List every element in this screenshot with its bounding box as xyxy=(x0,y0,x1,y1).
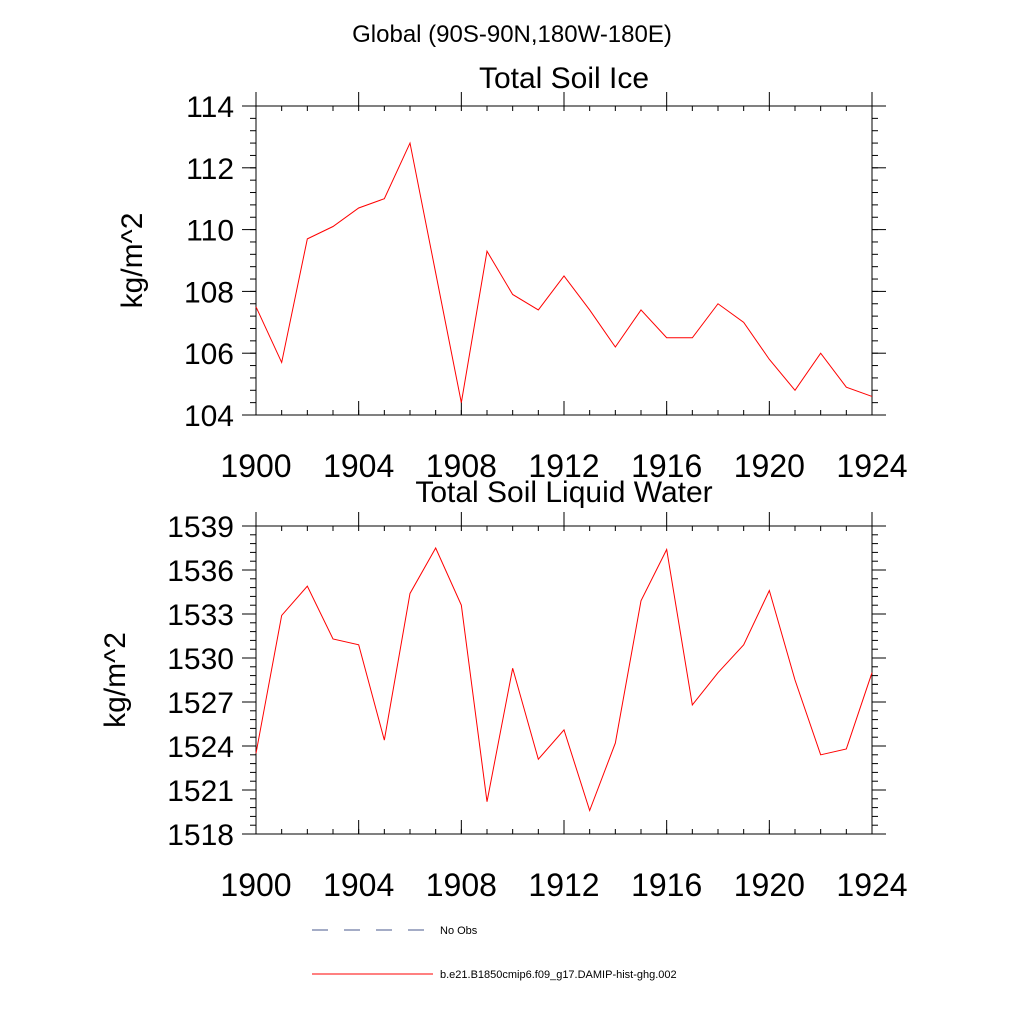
data-point xyxy=(383,739,385,741)
data-point xyxy=(717,303,719,305)
data-point xyxy=(820,754,822,756)
x-tick-label: 1912 xyxy=(528,448,599,484)
data-point xyxy=(820,352,822,354)
data-point xyxy=(666,548,668,550)
data-point xyxy=(845,748,847,750)
data-point xyxy=(255,306,257,308)
data-point xyxy=(691,337,693,339)
y-tick-label: 104 xyxy=(184,400,234,433)
x-tick-label: 1916 xyxy=(631,867,702,903)
data-point xyxy=(409,592,411,594)
data-point xyxy=(563,275,565,277)
data-point xyxy=(460,402,462,404)
data-point xyxy=(358,207,360,209)
x-tick-label: 1908 xyxy=(426,867,497,903)
y-tick-label: 1536 xyxy=(167,555,234,588)
series-line-1 xyxy=(255,141,873,403)
data-point xyxy=(743,321,745,323)
data-point xyxy=(435,547,437,549)
data-point xyxy=(768,590,770,592)
data-point xyxy=(409,142,411,144)
data-point xyxy=(332,638,334,640)
data-point xyxy=(589,309,591,311)
data-point xyxy=(563,729,565,731)
data-point xyxy=(332,226,334,228)
data-point xyxy=(512,667,514,669)
data-point xyxy=(640,309,642,311)
legend-label-no-obs: No Obs xyxy=(440,925,478,937)
data-point xyxy=(589,810,591,812)
data-point xyxy=(281,361,283,363)
y-tick-label: 1524 xyxy=(167,731,234,764)
data-point xyxy=(717,672,719,674)
x-tick-label: 1924 xyxy=(836,867,907,903)
data-point xyxy=(537,309,539,311)
data-point xyxy=(512,293,514,295)
x-tick-label: 1920 xyxy=(734,867,805,903)
x-tick-label: 1912 xyxy=(528,867,599,903)
data-point xyxy=(871,395,873,397)
x-tick-label: 1924 xyxy=(836,448,907,484)
data-point xyxy=(614,346,616,348)
data-point xyxy=(486,250,488,252)
data-point xyxy=(794,389,796,391)
x-tick-label: 1908 xyxy=(426,448,497,484)
data-point xyxy=(383,198,385,200)
y-tick-label: 1521 xyxy=(167,775,234,808)
data-point xyxy=(845,386,847,388)
data-point xyxy=(255,752,257,754)
y-tick-label: 1518 xyxy=(167,819,234,852)
data-point xyxy=(306,238,308,240)
data-point xyxy=(691,704,693,706)
x-tick-label: 1904 xyxy=(323,448,394,484)
plot-frame xyxy=(255,105,873,416)
data-point xyxy=(306,585,308,587)
chart-panel-1: 1900 1904 1908 1912 1916 1920 1924 104 106 108 110… xyxy=(116,62,908,484)
y-axis-label: kg/m^2 xyxy=(116,213,149,309)
data-point xyxy=(537,758,539,760)
y-tick-label: 1539 xyxy=(167,511,234,544)
series-line-1 xyxy=(255,546,873,813)
data-point xyxy=(871,672,873,674)
data-point xyxy=(358,644,360,646)
y-tick-label: 1533 xyxy=(167,599,234,632)
legend: No Obs b.e21.B1850cmip6.f09_g17.DAMIP-hi… xyxy=(312,925,677,981)
data-point xyxy=(743,644,745,646)
data-point xyxy=(794,679,796,681)
y-axis-label: kg/m^2 xyxy=(99,632,132,728)
x-tick-label: 1900 xyxy=(220,448,291,484)
data-point xyxy=(640,600,642,602)
x-tick-label: 1916 xyxy=(631,448,702,484)
figure-title: Global (90S-90N,180W-180E) xyxy=(352,21,672,48)
data-point xyxy=(768,358,770,360)
y-tick-label: 114 xyxy=(186,91,234,124)
x-tick-label: 1900 xyxy=(220,867,291,903)
x-tick-label: 1920 xyxy=(734,448,805,484)
x-tick-label: 1904 xyxy=(323,867,394,903)
data-point xyxy=(614,742,616,744)
data-point xyxy=(486,801,488,803)
y-tick-label: 1527 xyxy=(167,687,234,720)
legend-label-model: b.e21.B1850cmip6.f09_g17.DAMIP-hist-ghg.… xyxy=(440,969,677,981)
y-tick-label: 108 xyxy=(184,276,234,309)
chart-title: Total Soil Liquid Water xyxy=(415,476,712,509)
plot-frame xyxy=(255,525,873,835)
y-tick-label: 110 xyxy=(186,215,234,248)
data-point xyxy=(666,337,668,339)
chart-panel-2: 1900 1904 1908 1912 1916 1920 1924 1518 1521 1524… xyxy=(99,476,908,903)
chart-title: Total Soil Ice xyxy=(479,62,649,95)
y-tick-label: 106 xyxy=(184,338,234,371)
y-tick-label: 1530 xyxy=(167,643,234,676)
data-point xyxy=(460,604,462,606)
data-point xyxy=(435,272,437,274)
data-point xyxy=(281,614,283,616)
y-tick-label: 112 xyxy=(186,153,234,186)
